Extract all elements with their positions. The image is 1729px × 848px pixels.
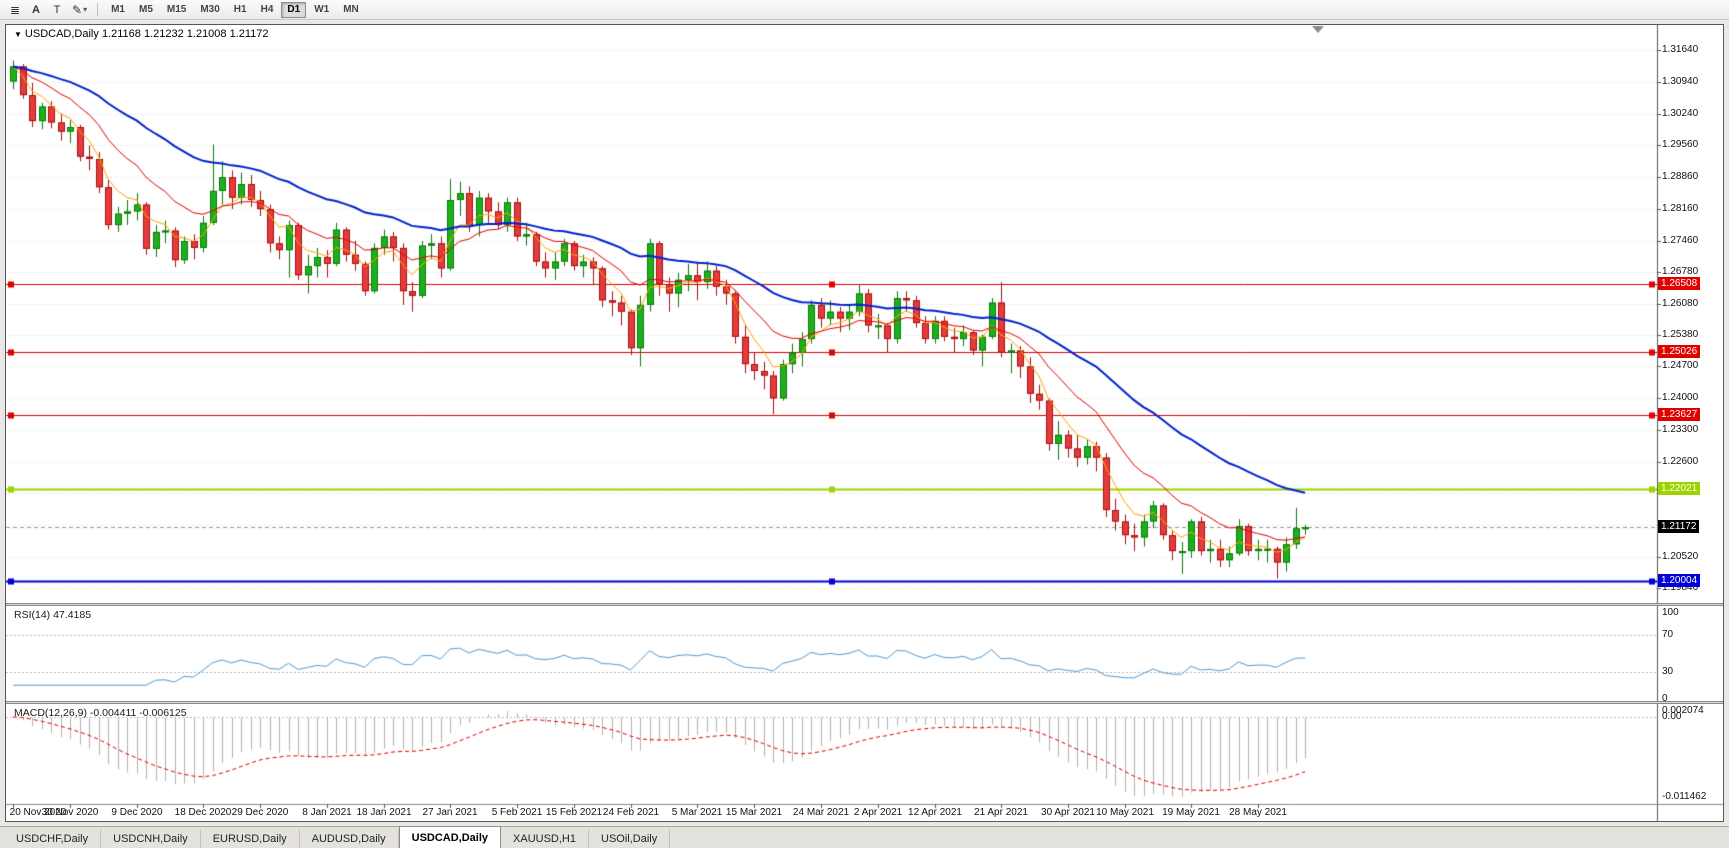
price-axis-label: 1.20520 xyxy=(1662,551,1699,562)
chart-tab-usdcnh-daily[interactable]: USDCNH,Daily xyxy=(101,829,201,848)
toolbar-separator xyxy=(97,3,99,16)
rsi-axis-label: 100 xyxy=(1662,607,1679,618)
drawing-tools-button[interactable]: ✎ ▾ xyxy=(68,1,91,18)
chart-tab-usoil-daily[interactable]: USOil,Daily xyxy=(589,829,671,848)
timeframe-button-m30[interactable]: M30 xyxy=(200,4,220,15)
macd-axis-max-label: 0.002074 xyxy=(1662,705,1704,716)
chevron-down-icon: ▾ xyxy=(83,5,88,14)
pencil-icon: ✎ xyxy=(72,2,83,17)
price-axis-label: 1.28860 xyxy=(1662,171,1699,182)
timeframe-button-m1[interactable]: M1 xyxy=(111,4,125,15)
timeframe-button-h1[interactable]: H1 xyxy=(233,4,247,15)
time-axis-label: 5 Mar 2021 xyxy=(671,807,723,818)
time-axis[interactable]: 20 Nov 2020 30 Nov 2020 9 Dec 2020 18 Dec 2… xyxy=(6,804,1657,821)
price-axis-label: 1.19840 xyxy=(1662,582,1699,593)
price-axis-label: 1.31640 xyxy=(1662,44,1699,55)
price-axis-label: 1.30940 xyxy=(1662,76,1699,87)
text-annotation-button[interactable]: A xyxy=(26,1,46,18)
time-axis-label: 18 Jan 2021 xyxy=(356,807,412,818)
chart-tab-eurusd-daily[interactable]: EURUSD,Daily xyxy=(201,829,300,848)
price-axis-label: 1.27460 xyxy=(1662,235,1699,246)
current-price-tag: 1.21172 xyxy=(1658,520,1700,533)
level-price-tag: 1.22021 xyxy=(1658,482,1701,495)
chart-tab-usdcad-daily[interactable]: USDCAD,Daily xyxy=(398,826,502,848)
time-axis-label: 9 Dec 2020 xyxy=(111,807,163,818)
ohlc-values: 1.21168 1.21232 1.21008 1.21172 xyxy=(101,28,269,40)
rsi-indicator-label: RSI(14) 47.4185 xyxy=(14,609,92,621)
chart-canvas[interactable] xyxy=(6,25,1723,821)
time-axis-label: 20 Nov 2020 xyxy=(9,807,67,818)
chart-tab-audusd-daily[interactable]: AUDUSD,Daily xyxy=(300,829,399,848)
price-axis-label: 1.28160 xyxy=(1662,203,1699,214)
time-axis-label: 24 Feb 2021 xyxy=(602,807,660,818)
rsi-axis-label: 0 xyxy=(1662,693,1668,704)
time-axis-label: 15 Feb 2021 xyxy=(545,807,603,818)
chart-window: ▼ USDCAD,Daily 1.21168 1.21232 1.21008 1.… xyxy=(5,24,1724,822)
price-axis-label: 1.23300 xyxy=(1662,424,1699,435)
time-axis-label: 18 Dec 2020 xyxy=(174,807,232,818)
charts-menu-button[interactable]: ≣ xyxy=(5,1,25,18)
macd-axis-min-label: -0.011462 xyxy=(1662,791,1707,802)
time-axis-label: 28 May 2021 xyxy=(1229,807,1287,818)
time-axis-label: 5 Feb 2021 xyxy=(491,807,543,818)
chart-toolbar: ≣ A T ✎ ▾ M1 M5 M15 M30 H1 H4 D1 W1 MN xyxy=(0,0,1729,20)
time-axis-label: 29 Dec 2020 xyxy=(231,807,289,818)
time-axis-label: 10 May 2021 xyxy=(1096,807,1154,818)
symbol-label: USDCAD,Daily xyxy=(24,28,99,40)
level-price-tag: 1.23627 xyxy=(1658,408,1701,421)
time-axis-label: 24 Mar 2021 xyxy=(792,807,850,818)
time-axis-label: 2 Apr 2021 xyxy=(853,807,903,818)
price-axis-label: 1.24700 xyxy=(1662,360,1699,371)
symbol-ohlc-header: ▼ USDCAD,Daily 1.21168 1.21232 1.21008 1.… xyxy=(14,28,269,40)
one-click-trading-arrow[interactable]: ▼ xyxy=(14,30,22,39)
timeframe-button-h4[interactable]: H4 xyxy=(260,4,274,15)
timeframe-button-m15[interactable]: M15 xyxy=(166,4,187,15)
timeframe-button-w1[interactable]: W1 xyxy=(314,4,330,15)
time-axis-label: 30 Apr 2021 xyxy=(1041,807,1095,818)
price-axis-label: 1.24000 xyxy=(1662,392,1699,403)
text-tool-button[interactable]: T xyxy=(47,1,67,18)
time-axis-label: 12 Apr 2021 xyxy=(908,807,962,818)
price-axis-label: 1.25380 xyxy=(1662,329,1699,340)
price-axis-label: 1.30240 xyxy=(1662,108,1699,119)
time-axis-label: 27 Jan 2021 xyxy=(422,807,478,818)
time-axis-label: 19 May 2021 xyxy=(1162,807,1220,818)
level-price-tag: 1.20004 xyxy=(1658,574,1701,587)
text-tool-label: T xyxy=(53,3,61,16)
level-price-tag: 1.25026 xyxy=(1658,345,1701,358)
timeframe-button-m5[interactable]: M5 xyxy=(138,4,153,15)
time-axis-label: 15 Mar 2021 xyxy=(725,807,783,818)
chart-tab-xauusd-h1[interactable]: XAUUSD,H1 xyxy=(501,829,589,848)
time-axis-label: 8 Jan 2021 xyxy=(302,807,352,818)
panel-separator[interactable] xyxy=(6,701,1723,704)
text-annotation-label: A xyxy=(32,3,40,16)
price-axis-label: 1.29560 xyxy=(1662,139,1699,150)
menu-icon: ≣ xyxy=(9,2,21,17)
time-axis-label: 30 Nov 2020 xyxy=(41,807,99,818)
price-axis-label: 1.26780 xyxy=(1662,266,1699,277)
chart-tab-bar: USDCHF,Daily USDCNH,Daily EURUSD,Daily AUDU… xyxy=(0,826,1729,848)
timeframe-group: M1 M5 M15 M30 H1 H4 D1 W1 MN xyxy=(104,1,366,18)
timeframe-button-mn[interactable]: MN xyxy=(343,4,359,15)
time-axis-label: 21 Apr 2021 xyxy=(974,807,1028,818)
macd-axis-zero-label: 0.00 xyxy=(1662,711,1682,722)
timeframe-button-d1[interactable]: D1 xyxy=(281,1,307,18)
chart-tab-usdchf-daily[interactable]: USDCHF,Daily xyxy=(4,829,102,848)
macd-indicator-label: MACD(12,26,9) -0.004411 -0.006125 xyxy=(14,707,187,719)
price-axis-label: 1.26080 xyxy=(1662,298,1699,309)
price-axis-label: 1.22600 xyxy=(1662,456,1699,467)
rsi-axis-label: 30 xyxy=(1662,666,1674,677)
rsi-axis-label: 70 xyxy=(1662,629,1674,640)
level-price-tag: 1.26508 xyxy=(1658,277,1701,290)
panel-separator[interactable] xyxy=(6,603,1723,606)
